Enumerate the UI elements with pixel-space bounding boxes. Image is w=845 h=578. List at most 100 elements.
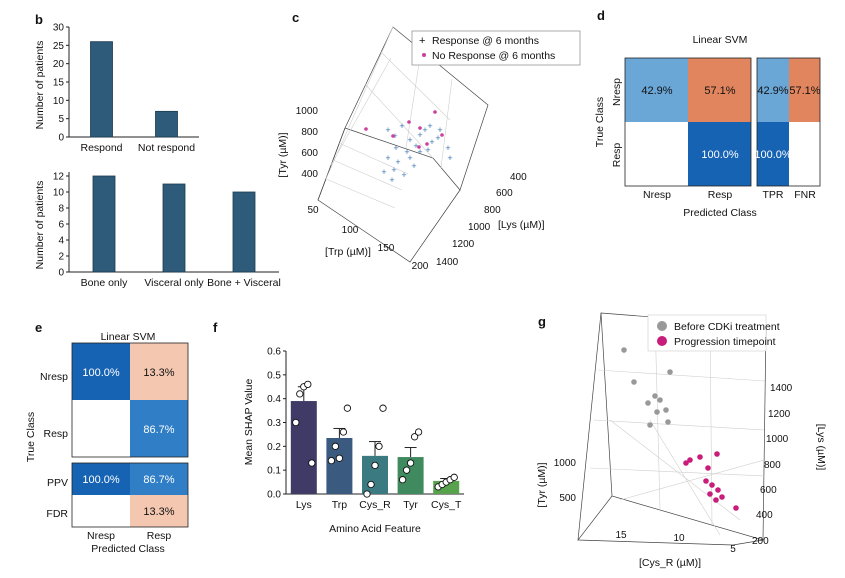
e-row-fdr: FDR (46, 508, 68, 520)
panel-d-title: Linear SVM (693, 34, 748, 46)
e-cell-resp-nresp (72, 400, 130, 457)
f-ytick-label: 0.5 (267, 370, 281, 381)
f-point-Cys_R (375, 442, 383, 450)
panel-b-top-chart: 0 5 10 15 20 25 30 Respond Not respond (53, 23, 199, 154)
legend-noresponse-label: No Response @ 6 months (432, 50, 555, 62)
f-ylabel: Mean SHAP Value (243, 379, 255, 466)
c-ztick-600: 600 (301, 148, 318, 159)
g-ylabel: [Lys (µM)] (815, 424, 827, 471)
c-ytick-800: 800 (484, 205, 501, 216)
g-xtick-10: 10 (673, 533, 685, 544)
c-ylabel: [Lys (µM)] (498, 219, 545, 231)
f-point-Trp (327, 456, 336, 465)
panel-c-3d-box (317, 26, 489, 263)
g-progression-point (714, 451, 720, 457)
b-bot-ytick-label: 10 (53, 188, 65, 199)
g-progression-point (703, 478, 709, 484)
c-response-point: + (385, 125, 390, 135)
legend-progression-marker (657, 336, 667, 346)
f-point-Lys (304, 380, 312, 389)
g-before-point (665, 419, 671, 425)
c-ytick-600: 600 (496, 188, 513, 199)
g-progression-point (733, 505, 739, 511)
c-noresponse-point (440, 133, 444, 137)
d-true-class: True Class (594, 97, 606, 147)
c-response-point: + (427, 121, 432, 131)
b-top-ytick-label: 0 (58, 133, 64, 144)
d-cell-resp-nresp (625, 122, 688, 186)
b-bot-ytick-label: 8 (58, 204, 64, 215)
panel-c-legend: + Response @ 6 months No Response @ 6 mo… (411, 30, 581, 66)
b-top-ytick-label: 10 (53, 96, 65, 107)
g-before-point (631, 379, 637, 385)
e-row-resp: Resp (43, 428, 68, 440)
panel-g-points (621, 347, 739, 511)
c-response-point: + (395, 157, 400, 167)
b-bot-bar-2 (232, 191, 256, 273)
d-cell-resp-resp (688, 122, 751, 186)
f-point-Cys_R (367, 480, 375, 489)
panel-b-bottom-chart: 0 2 4 6 8 10 12 Bone only Visceral only Bone + Vi… (53, 172, 281, 290)
g-progression-point (697, 454, 703, 460)
e-col-nresp: Nresp (87, 530, 115, 542)
b-bot-ytick-label: 4 (58, 236, 64, 247)
c-noresponse-point (425, 142, 429, 146)
f-point-Lys (292, 418, 300, 427)
f-point-Tyr (402, 466, 411, 474)
c-response-point: + (392, 131, 397, 141)
g-before-point (621, 347, 627, 353)
b-bot-ytick-label: 0 (58, 268, 64, 279)
g-xlabel: [Cys_R (µM)] (639, 557, 701, 569)
f-point-Trp (331, 442, 340, 450)
f-point-Cys_T (450, 473, 458, 481)
f-xlabel: Amino Acid Feature (329, 523, 421, 535)
e-cell-nresp-nresp (72, 343, 130, 400)
g-ytick-400: 400 (756, 510, 773, 521)
b-bot-bar-1 (162, 183, 186, 273)
c-response-point: + (425, 145, 430, 155)
c-ztick-400: 400 (301, 169, 318, 180)
c-xtick-150: 150 (378, 243, 395, 254)
e-true-class: True Class (25, 412, 37, 462)
panel-g-letter: g (538, 314, 546, 329)
c-response-point: + (399, 121, 404, 131)
f-point-Trp (335, 454, 344, 462)
d-cell-fnr-resp (789, 122, 820, 186)
f-ytick-label: 0.3 (267, 418, 281, 429)
legend-before-marker (657, 321, 667, 331)
legend-response-label: Response @ 6 months (432, 35, 539, 47)
e-val-rr: 86.7% (143, 424, 174, 436)
c-noresponse-point (391, 134, 395, 138)
f-category-label: Cys_T (431, 499, 462, 511)
e-cell-resp-resp (130, 400, 188, 457)
c-response-point: + (401, 170, 406, 180)
b-top-ytick-label: 20 (53, 59, 65, 70)
c-response-point: + (429, 137, 434, 147)
b-bot-ytick-label: 6 (58, 220, 64, 231)
f-point-Trp (343, 404, 352, 412)
b-bot-ytick-label: 12 (53, 172, 65, 183)
f-bar-Trp (326, 437, 353, 494)
legend-before-label: Before CDKi treatment (674, 321, 780, 333)
g-progression-point (705, 465, 711, 471)
d-cell-fnr-nresp (789, 58, 820, 122)
e-val-nn: 100.0% (82, 367, 120, 379)
e-cell-fdr-nresp (72, 495, 130, 527)
d-val-fnr-n: 57.1% (789, 85, 820, 97)
g-ytick-1000: 1000 (766, 434, 789, 445)
g-before-point (667, 369, 673, 375)
b-bot-category-label: Bone + Visceral (207, 277, 281, 289)
g-progression-point (707, 491, 713, 497)
g-progression-point (709, 482, 715, 488)
b-bot-ytick-label: 2 (58, 252, 64, 263)
g-before-point (652, 393, 658, 399)
panel-e-matrix (71, 342, 189, 528)
f-point-Cys_R (379, 404, 387, 412)
e-row-nresp: Nresp (40, 371, 68, 383)
d-val-nr: 57.1% (704, 85, 735, 97)
f-point-Tyr (414, 428, 423, 436)
c-ztick-800: 800 (301, 127, 318, 138)
f-ytick-label: 0.4 (267, 394, 281, 405)
c-response-point: + (447, 153, 452, 163)
g-ytick-200: 200 (752, 536, 769, 547)
